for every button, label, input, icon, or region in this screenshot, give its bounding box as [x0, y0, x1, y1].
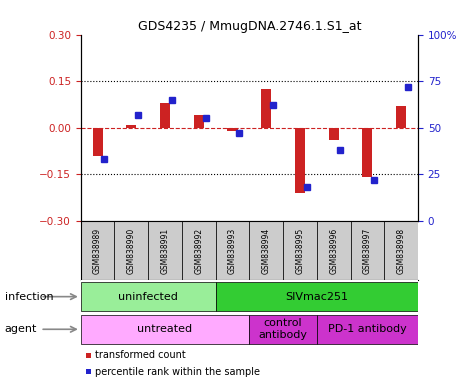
Bar — [81, 282, 216, 311]
Bar — [249, 314, 317, 344]
Bar — [249, 221, 283, 280]
Text: GSM838993: GSM838993 — [228, 227, 237, 274]
Text: GSM838990: GSM838990 — [127, 227, 136, 274]
Bar — [216, 221, 249, 280]
Bar — [126, 124, 136, 127]
Bar — [216, 282, 418, 311]
Text: untreated: untreated — [137, 324, 193, 334]
Bar — [114, 221, 148, 280]
Text: GSM838994: GSM838994 — [262, 227, 271, 274]
Title: GDS4235 / MmugDNA.2746.1.S1_at: GDS4235 / MmugDNA.2746.1.S1_at — [138, 20, 361, 33]
Text: control
antibody: control antibody — [258, 318, 308, 340]
Text: SIVmac251: SIVmac251 — [285, 291, 348, 302]
Text: percentile rank within the sample: percentile rank within the sample — [95, 366, 260, 377]
Text: GSM838989: GSM838989 — [93, 227, 102, 274]
Bar — [81, 314, 249, 344]
Text: GSM838991: GSM838991 — [161, 227, 170, 274]
Text: agent: agent — [5, 324, 37, 334]
Text: uninfected: uninfected — [118, 291, 178, 302]
Text: PD-1 antibody: PD-1 antibody — [328, 324, 407, 334]
Text: GSM838996: GSM838996 — [329, 227, 338, 274]
Text: GSM838997: GSM838997 — [363, 227, 372, 274]
Bar — [261, 89, 271, 127]
Bar — [194, 115, 204, 127]
Bar — [295, 127, 305, 193]
Text: transformed count: transformed count — [95, 350, 186, 360]
Bar — [396, 106, 406, 127]
Text: GSM838998: GSM838998 — [397, 227, 406, 274]
Text: infection: infection — [5, 291, 53, 302]
Bar — [351, 221, 384, 280]
Bar — [81, 221, 114, 280]
Text: GSM838992: GSM838992 — [194, 227, 203, 274]
Bar — [93, 127, 103, 156]
Bar — [228, 127, 238, 131]
Bar — [182, 221, 216, 280]
Bar — [148, 221, 182, 280]
Bar — [384, 221, 418, 280]
Bar — [283, 221, 317, 280]
Bar — [317, 221, 351, 280]
Bar — [329, 127, 339, 140]
Bar — [317, 314, 418, 344]
Bar — [362, 127, 372, 177]
Text: GSM838995: GSM838995 — [295, 227, 304, 274]
Bar — [160, 103, 170, 127]
